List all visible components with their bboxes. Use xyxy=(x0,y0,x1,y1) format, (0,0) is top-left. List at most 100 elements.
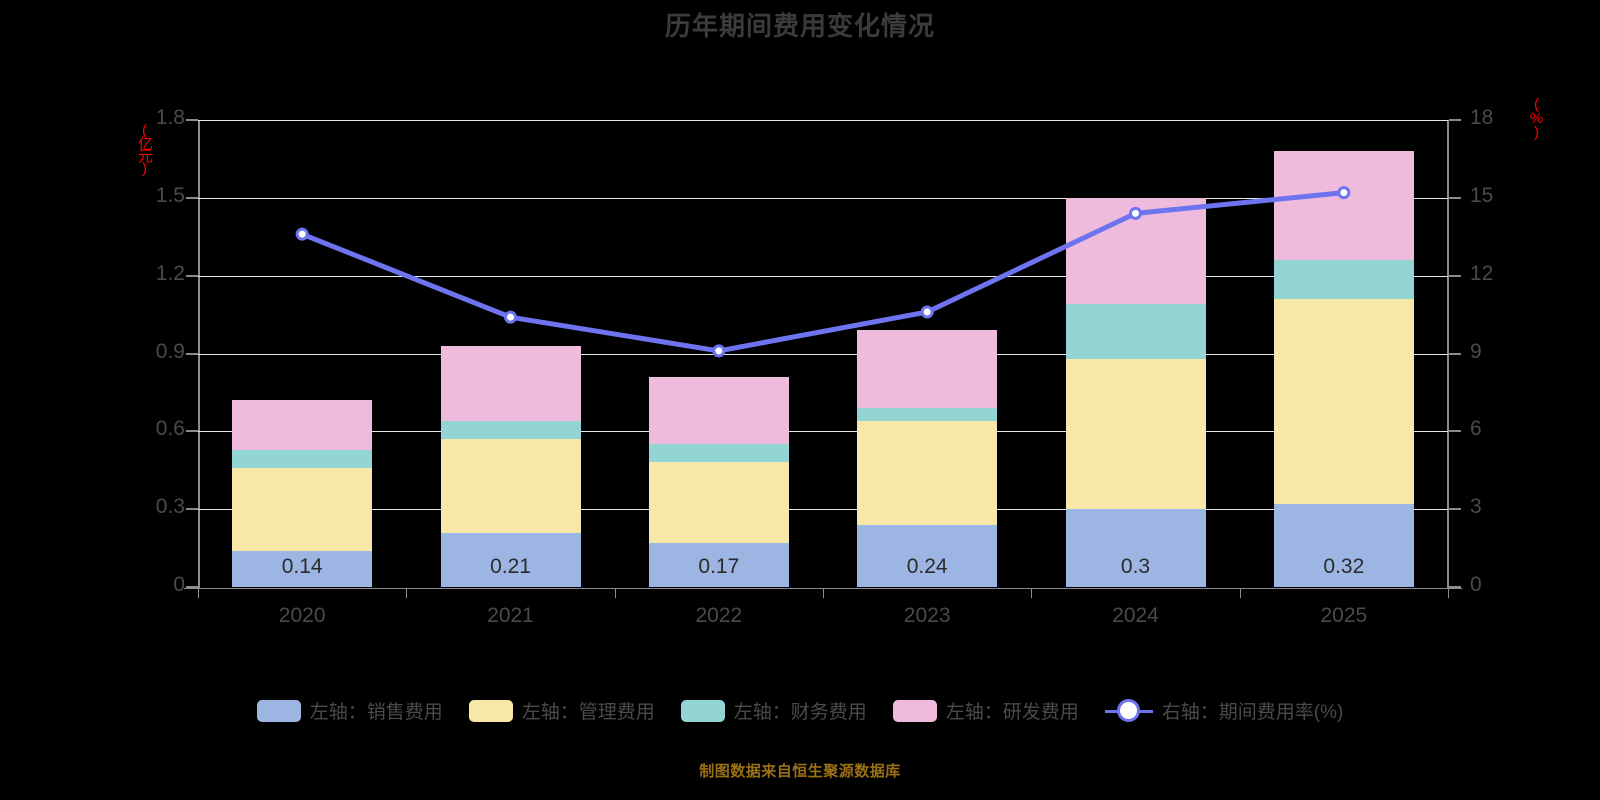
legend-swatch xyxy=(468,699,513,722)
bar-value-label: 0.21 xyxy=(490,555,531,578)
bar-segment[interactable] xyxy=(857,420,998,525)
legend-item[interactable]: 左轴：财务费用 xyxy=(680,697,867,724)
bar-segment[interactable] xyxy=(440,345,581,421)
bar-segment[interactable] xyxy=(857,524,998,587)
right-axis-tick xyxy=(1449,196,1461,199)
bar-segment[interactable] xyxy=(857,330,998,408)
right-axis-tick-label: 0 xyxy=(1470,573,1482,596)
bar-segment[interactable] xyxy=(232,467,373,551)
left-axis-tick-label: 0.3 xyxy=(155,495,185,519)
left-axis-tick-label: 0.6 xyxy=(155,417,185,441)
right-axis-tick-label: 12 xyxy=(1470,261,1494,285)
right-axis-tick xyxy=(1449,352,1461,355)
bar-stack-2025[interactable]: 0.32 xyxy=(1273,120,1414,587)
x-axis-label-2024: 2024 xyxy=(1112,604,1159,627)
gridline xyxy=(198,353,1448,355)
left-axis-tick-label: 0 xyxy=(173,573,185,596)
bar-stack-2024[interactable]: 0.3 xyxy=(1065,120,1206,587)
bar-segment[interactable] xyxy=(1273,260,1414,300)
bar-segment[interactable] xyxy=(232,449,373,468)
bar-segment[interactable] xyxy=(232,550,373,587)
chart-legend: 左轴：销售费用 左轴：管理费用 左轴：财务费用 左轴：研发费用 右轴：期间费用率(%) xyxy=(0,697,1600,724)
footnote: 制图数据来自恒生聚源数据库 xyxy=(699,763,901,780)
left-axis-tick xyxy=(186,196,198,199)
left-axis-tick-label: 1.5 xyxy=(155,183,185,207)
rate-line-marker[interactable] xyxy=(504,310,517,324)
bar-stack-2021[interactable]: 0.21 xyxy=(440,120,581,587)
bar-segment[interactable] xyxy=(1273,503,1414,587)
gridline xyxy=(198,275,1448,277)
bar-value-label: 0.14 xyxy=(281,555,323,578)
bar-segment[interactable] xyxy=(1065,509,1206,587)
bar-segment[interactable] xyxy=(648,542,789,587)
right-axis-tick xyxy=(1449,508,1461,511)
right-axis-tick-label: 9 xyxy=(1470,339,1482,363)
left-axis-tick xyxy=(186,274,198,277)
bar-stack-2023[interactable]: 0.24 xyxy=(857,120,998,587)
x-axis-tick xyxy=(823,588,824,598)
right-axis-unit-label: (%) xyxy=(1528,96,1545,138)
legend-label: 左轴：财务费用 xyxy=(733,702,867,723)
bar-segment[interactable] xyxy=(1273,151,1414,261)
left-axis-tick-label: 0.9 xyxy=(155,339,185,363)
bar-value-label: 0.3 xyxy=(1120,555,1151,578)
bar-segment[interactable] xyxy=(648,444,789,463)
bar-segment[interactable] xyxy=(440,532,581,587)
rate-line-marker[interactable] xyxy=(1129,206,1142,220)
x-axis-label-2025: 2025 xyxy=(1320,604,1368,627)
x-axis-label-2020: 2020 xyxy=(278,604,326,627)
legend-item[interactable]: 左轴：管理费用 xyxy=(468,697,655,724)
x-axis-tick xyxy=(198,588,199,598)
bar-segment[interactable] xyxy=(232,400,373,450)
bar-segment[interactable] xyxy=(440,420,581,440)
right-axis-tick xyxy=(1449,430,1461,433)
legend-item[interactable]: 右轴：期间费用率(%) xyxy=(1104,697,1343,724)
bar-segment[interactable] xyxy=(857,408,998,421)
x-axis-label-2021: 2021 xyxy=(487,604,534,627)
bar-segment[interactable] xyxy=(648,462,789,543)
left-axis-unit-label: (亿元) xyxy=(136,122,153,174)
bar-stack-2022[interactable]: 0.17 xyxy=(648,120,789,587)
legend-swatch xyxy=(256,699,301,722)
x-axis-tick xyxy=(1239,588,1241,598)
left-axis-line xyxy=(198,120,200,589)
left-axis-tick xyxy=(186,352,198,355)
gridline xyxy=(198,197,1448,199)
bar-stack-2020[interactable]: 0.14 xyxy=(232,120,373,587)
rate-line-marker[interactable] xyxy=(920,305,934,319)
rate-line-series xyxy=(295,186,1351,358)
bar-segment[interactable] xyxy=(1273,299,1414,504)
left-axis-tick xyxy=(186,508,198,511)
left-axis-tick xyxy=(186,119,198,121)
rate-line-marker[interactable] xyxy=(1337,186,1351,200)
right-axis-tick xyxy=(1449,586,1461,588)
bar-segment[interactable] xyxy=(1065,304,1206,359)
left-axis-tick xyxy=(186,586,198,588)
left-axis-tick-label: 1.8 xyxy=(155,106,185,129)
legend-item[interactable]: 左轴：销售费用 xyxy=(256,697,443,724)
bar-segment[interactable] xyxy=(1065,358,1206,510)
x-axis-tick xyxy=(406,588,408,598)
legend-label: 左轴：研发费用 xyxy=(945,702,1079,723)
right-axis-tick-label: 18 xyxy=(1470,106,1494,129)
gridline xyxy=(198,509,1448,511)
x-axis-tick xyxy=(1031,588,1033,598)
right-axis-tick-label: 3 xyxy=(1470,495,1482,519)
bar-segment[interactable] xyxy=(440,439,581,533)
right-axis-line xyxy=(1447,120,1449,589)
x-axis-label-2023: 2023 xyxy=(903,604,951,627)
bar-segment[interactable] xyxy=(648,376,789,445)
right-axis-tick xyxy=(1449,119,1461,121)
rate-line xyxy=(301,190,1345,354)
bar-value-label: 0.32 xyxy=(1323,555,1365,578)
legend-item[interactable]: 左轴：研发费用 xyxy=(892,697,1079,724)
legend-line-marker-icon xyxy=(1104,699,1153,722)
bar-value-label: 0.24 xyxy=(906,555,948,578)
legend-label: 左轴：管理费用 xyxy=(521,702,655,723)
right-axis-tick xyxy=(1449,274,1461,277)
gridline xyxy=(198,120,1448,121)
rate-line-marker[interactable] xyxy=(712,344,726,358)
left-axis-tick-label: 1.2 xyxy=(155,261,185,285)
rate-line-marker[interactable] xyxy=(295,227,309,241)
